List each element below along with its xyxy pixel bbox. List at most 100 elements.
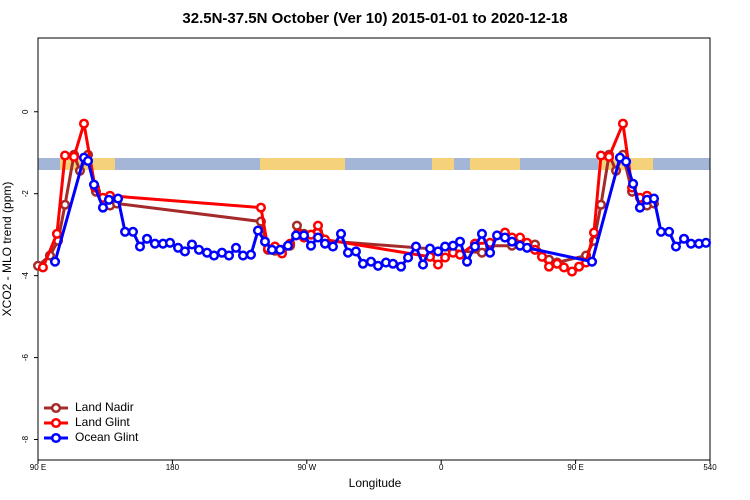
data-point (402, 252, 414, 263)
data-point (68, 151, 80, 162)
data-point (440, 241, 451, 252)
x-tick-label: 90 E (30, 463, 46, 472)
data-point (223, 250, 235, 261)
data-point (595, 150, 607, 161)
data-point (670, 241, 682, 252)
x-tick-label: 0 (439, 463, 444, 472)
data-point (290, 230, 302, 241)
legend-label: Ocean Glint (75, 430, 139, 444)
y-tick-label: 0 (21, 109, 30, 114)
legend-marker (50, 432, 62, 444)
data-point (433, 246, 444, 257)
data-point (186, 239, 198, 250)
data-point (291, 220, 302, 231)
data-point (628, 178, 639, 189)
data-point (492, 230, 503, 241)
data-point (298, 230, 310, 241)
data-point (59, 199, 71, 210)
data-point (259, 236, 271, 247)
y-axis-label: XCO2 - MLO trend (ppm) (0, 182, 14, 317)
y-tick-label: -4 (21, 272, 30, 280)
data-point (237, 250, 249, 261)
data-point (476, 247, 488, 258)
data-point (634, 202, 646, 213)
data-point (357, 258, 368, 269)
data-point (433, 259, 444, 270)
x-axis-label: Longitude (349, 476, 402, 490)
data-point (209, 250, 220, 261)
data-point (327, 241, 338, 252)
x-tick-label: 180 (166, 463, 180, 472)
data-point (484, 247, 496, 258)
y-tick-label: -2 (21, 190, 30, 198)
data-point (664, 226, 675, 237)
data-point (112, 193, 124, 204)
data-point (586, 256, 598, 267)
data-point (103, 194, 114, 205)
data-point (255, 202, 267, 213)
data-point (514, 232, 526, 243)
data-point (440, 252, 451, 263)
data-point (573, 261, 585, 272)
data-point (120, 226, 131, 237)
data-point (88, 179, 100, 190)
data-point (499, 232, 511, 243)
legend-label: Land Glint (75, 415, 130, 429)
data-point (536, 251, 548, 262)
data-point (454, 236, 466, 247)
data-point (469, 241, 480, 252)
data-point (342, 247, 354, 258)
y-tick-label: -6 (21, 353, 30, 361)
series-line (53, 156, 707, 269)
data-point (305, 240, 317, 251)
data-point (395, 261, 407, 272)
data-point (700, 237, 712, 248)
data-point (82, 155, 94, 166)
data-point (141, 233, 153, 244)
data-point (245, 249, 256, 260)
data-point (522, 242, 533, 253)
data-point (648, 193, 660, 204)
data-point (134, 241, 146, 252)
data-point (149, 238, 160, 249)
x-tick-label: 90 W (297, 463, 316, 472)
data-point (372, 260, 384, 271)
data-point (424, 243, 436, 254)
data-point (558, 262, 570, 273)
data-point (655, 226, 667, 237)
data-point (604, 151, 615, 162)
data-point (179, 246, 190, 257)
data-point (275, 244, 286, 255)
data-point (266, 244, 278, 255)
chart-title: 32.5N-37.5N October (Ver 10) 2015-01-01 … (182, 10, 567, 27)
data-point (312, 232, 324, 243)
data-point (335, 228, 347, 239)
data-point (164, 237, 176, 248)
data-point (319, 238, 331, 249)
legend-marker (50, 417, 62, 429)
data-point (193, 244, 205, 255)
data-point (97, 202, 109, 213)
data-point (49, 256, 61, 267)
x-tick-label: 540 (703, 463, 717, 472)
data-point (312, 220, 324, 231)
data-point (59, 150, 71, 161)
series (49, 152, 712, 272)
data-point (230, 242, 242, 253)
data-point (476, 228, 488, 239)
data-point (350, 246, 361, 257)
data-point (678, 233, 690, 244)
y-tick-label: -8 (21, 435, 30, 443)
data-point (282, 240, 294, 251)
data-point (588, 227, 600, 238)
legend-label: Land Nadir (75, 400, 134, 414)
data-point (417, 259, 429, 270)
data-point (506, 236, 518, 247)
data-point (51, 228, 63, 239)
legend-marker (50, 402, 62, 414)
data-point (410, 241, 422, 252)
data-point (447, 240, 459, 251)
data-point (461, 256, 473, 267)
